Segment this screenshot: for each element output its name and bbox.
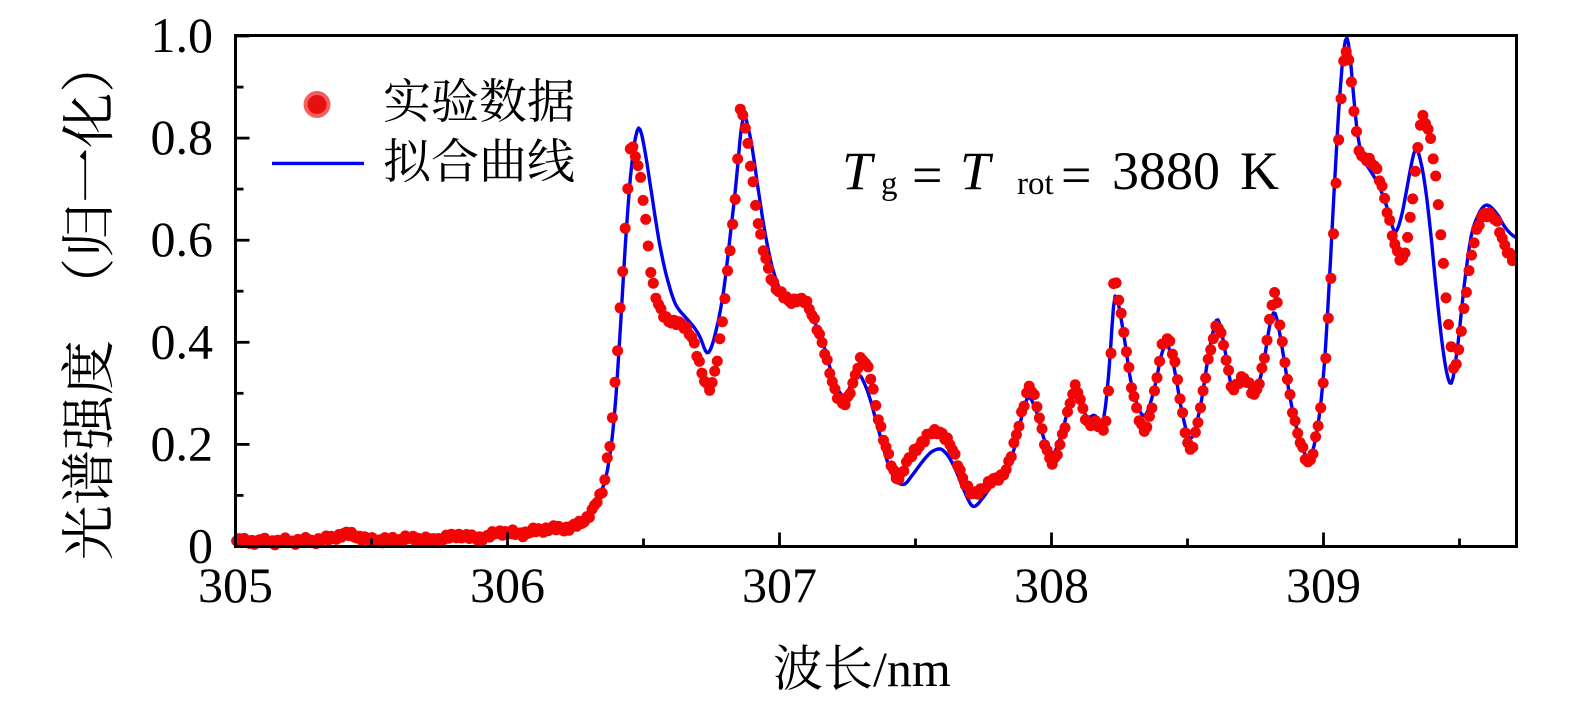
svg-text:3880: 3880 bbox=[1112, 141, 1220, 201]
svg-text:305: 305 bbox=[198, 557, 273, 613]
svg-text:T: T bbox=[960, 141, 994, 201]
svg-text:1.0: 1.0 bbox=[151, 7, 214, 63]
svg-text:307: 307 bbox=[742, 557, 817, 613]
svg-text:/nm: /nm bbox=[873, 641, 951, 697]
svg-text:T: T bbox=[842, 141, 876, 201]
svg-text:0.2: 0.2 bbox=[151, 415, 214, 471]
svg-text:0.6: 0.6 bbox=[151, 211, 214, 267]
svg-text:g: g bbox=[881, 166, 898, 202]
svg-text:rot: rot bbox=[1017, 166, 1054, 202]
svg-text:=: = bbox=[912, 145, 942, 205]
svg-text:K: K bbox=[1240, 141, 1279, 201]
svg-text:308: 308 bbox=[1014, 557, 1089, 613]
svg-text:306: 306 bbox=[470, 557, 545, 613]
svg-text:0: 0 bbox=[188, 518, 213, 574]
svg-text:309: 309 bbox=[1286, 557, 1361, 613]
svg-text:0.8: 0.8 bbox=[151, 109, 214, 165]
svg-text:=: = bbox=[1061, 145, 1091, 205]
svg-text:0.4: 0.4 bbox=[151, 313, 214, 369]
